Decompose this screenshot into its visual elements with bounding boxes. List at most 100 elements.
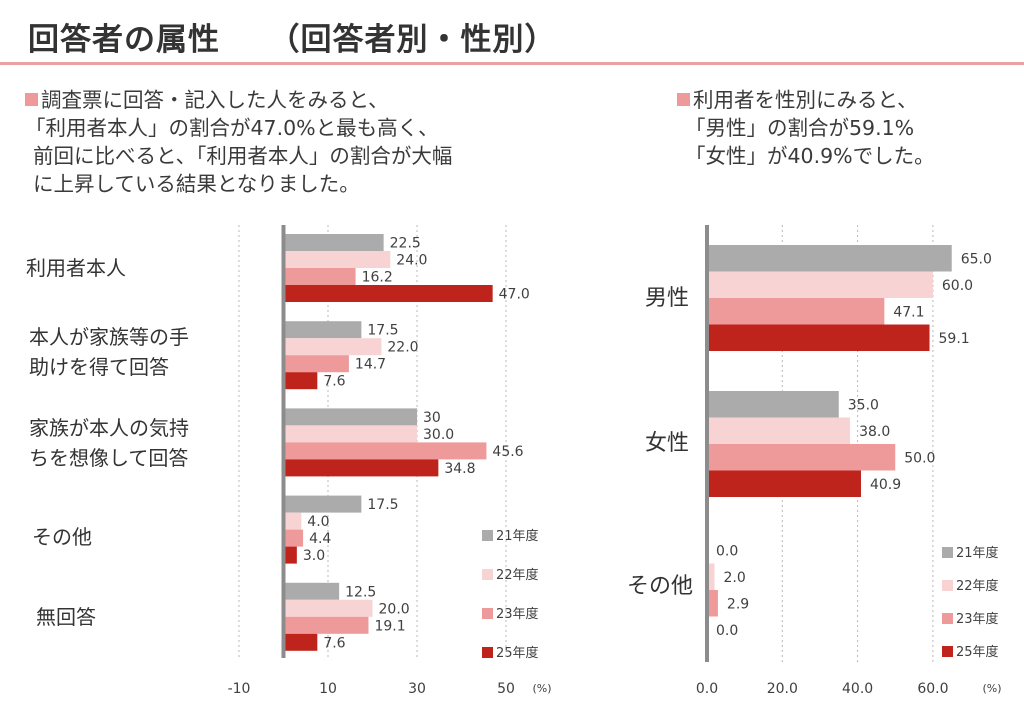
- legend-swatch-icon: [482, 569, 493, 580]
- unit-label: (%): [532, 682, 551, 695]
- bar-23年度: [283, 355, 349, 373]
- data-label: 30.0: [423, 427, 454, 443]
- data-label: 30: [423, 410, 441, 426]
- data-label: 65.0: [961, 251, 992, 267]
- data-label: 7.6: [323, 635, 345, 651]
- legend-label: 22年度: [956, 579, 999, 594]
- legend-item: 23年度: [942, 608, 999, 641]
- legend-swatch-icon: [482, 608, 493, 619]
- data-label: 34.8: [444, 461, 475, 477]
- data-label: 17.5: [367, 323, 398, 339]
- legend-label: 23年度: [496, 607, 539, 622]
- bar-25年度: [283, 372, 318, 390]
- data-label: 2.0: [724, 570, 746, 586]
- summary-text: 「利用者本人」の割合が47.0%と最も高く、: [25, 116, 439, 140]
- bar-23年度: [707, 590, 718, 617]
- bar-22年度: [283, 338, 382, 356]
- bar-25年度: [283, 285, 493, 302]
- x-tick-label: 60.0: [917, 681, 948, 697]
- category-label-male: 男性: [645, 286, 690, 311]
- category-label-no-answer: 無回答: [36, 605, 96, 629]
- legend-item: 22年度: [942, 575, 999, 608]
- category-label-family-assisted: 本人が家族等の手 助けを得て回答: [29, 325, 189, 379]
- legend-swatch-icon: [482, 530, 493, 541]
- data-label: 22.0: [387, 340, 418, 356]
- legend-item: 22年度: [482, 564, 539, 603]
- bar-25年度: [283, 546, 297, 564]
- data-label: 4.0: [307, 514, 329, 530]
- summary-line: 利用者を性別にみると、: [677, 86, 935, 114]
- bar-21年度: [283, 408, 417, 426]
- data-label: 50.0: [904, 450, 935, 466]
- data-label: 38.0: [859, 424, 890, 440]
- legend-item: 21年度: [942, 542, 999, 575]
- unit-label: (%): [982, 682, 1001, 695]
- bar-25年度: [707, 470, 861, 497]
- bar-22年度: [707, 563, 715, 590]
- square-bullet-icon: [677, 93, 690, 106]
- bar-21年度: [707, 245, 952, 272]
- left-summary: 調査票に回答・記入した人をみると、 「利用者本人」の割合が47.0%と最も高く、…: [25, 86, 452, 198]
- bar-23年度: [283, 616, 369, 634]
- bar-21年度: [707, 391, 839, 418]
- x-tick-label: 20.0: [767, 681, 798, 697]
- x-tick-label: 0.0: [696, 681, 718, 697]
- bar-25年度: [283, 633, 318, 651]
- data-label: 16.2: [362, 270, 393, 286]
- legend-swatch-icon: [942, 646, 953, 657]
- bar-23年度: [283, 529, 304, 547]
- data-label: 40.9: [870, 477, 901, 493]
- data-label: 47.0: [499, 287, 530, 303]
- title-divider: [0, 62, 1024, 65]
- summary-line: 「女性」が40.9%でした。: [677, 142, 935, 170]
- data-label: 0.0: [716, 543, 738, 559]
- legend-label: 21年度: [496, 529, 539, 544]
- data-label: 17.5: [367, 497, 398, 513]
- summary-line: 「利用者本人」の割合が47.0%と最も高く、: [25, 114, 452, 142]
- data-label: 24.0: [396, 253, 427, 269]
- data-label: 19.1: [374, 618, 405, 634]
- data-label: 20.0: [379, 601, 410, 617]
- bar-25年度: [283, 459, 439, 477]
- legend-swatch-icon: [942, 580, 953, 591]
- data-label: 14.7: [355, 357, 386, 373]
- category-label-family-imagined: 家族が本人の気持 ちを想像して回答: [29, 416, 189, 470]
- legend-label: 25年度: [496, 646, 539, 661]
- square-bullet-icon: [25, 93, 38, 106]
- legend-label: 25年度: [956, 645, 999, 660]
- x-tick-label: 10: [319, 681, 337, 697]
- bar-22年度: [707, 271, 933, 298]
- data-label: 4.4: [309, 531, 331, 547]
- summary-text: 「男性」の割合が59.1%: [685, 116, 915, 140]
- bar-23年度: [707, 444, 896, 471]
- summary-text: 前回に比べると、「利用者本人」の割合が大幅: [33, 144, 453, 168]
- category-label-self: 利用者本人: [26, 256, 126, 280]
- bar-21年度: [283, 495, 362, 513]
- summary-line: 「男性」の割合が59.1%: [677, 114, 935, 142]
- summary-line: 調査票に回答・記入した人をみると、: [25, 86, 452, 114]
- category-label-other: その他: [32, 525, 92, 549]
- legend-swatch-icon: [482, 647, 493, 658]
- bar-21年度: [283, 321, 362, 339]
- legend-label: 23年度: [956, 612, 999, 627]
- category-label-female: 女性: [645, 431, 690, 456]
- x-tick-label: 50: [497, 681, 515, 697]
- legend-swatch-icon: [942, 547, 953, 558]
- legend-swatch-icon: [942, 613, 953, 624]
- data-label: 60.0: [942, 278, 973, 294]
- bar-21年度: [283, 234, 384, 251]
- data-label: 47.1: [893, 304, 924, 320]
- legend-item: 25年度: [482, 642, 539, 681]
- bar-23年度: [283, 442, 487, 460]
- right-summary: 利用者を性別にみると、 「男性」の割合が59.1% 「女性」が40.9%でした。: [677, 86, 935, 170]
- legend-item: 23年度: [482, 603, 539, 642]
- legend-label: 22年度: [496, 568, 539, 583]
- summary-line: に上昇している結果となりました。: [25, 170, 452, 198]
- data-label: 2.9: [727, 596, 749, 612]
- page-title: 回答者の属性 （回答者別・性別）: [28, 22, 557, 58]
- legend-left: 21年度 22年度 23年度 25年度: [482, 525, 539, 681]
- x-tick-label: 40.0: [842, 681, 873, 697]
- bar-22年度: [283, 599, 373, 617]
- data-label: 35.0: [848, 397, 879, 413]
- bar-22年度: [283, 512, 302, 530]
